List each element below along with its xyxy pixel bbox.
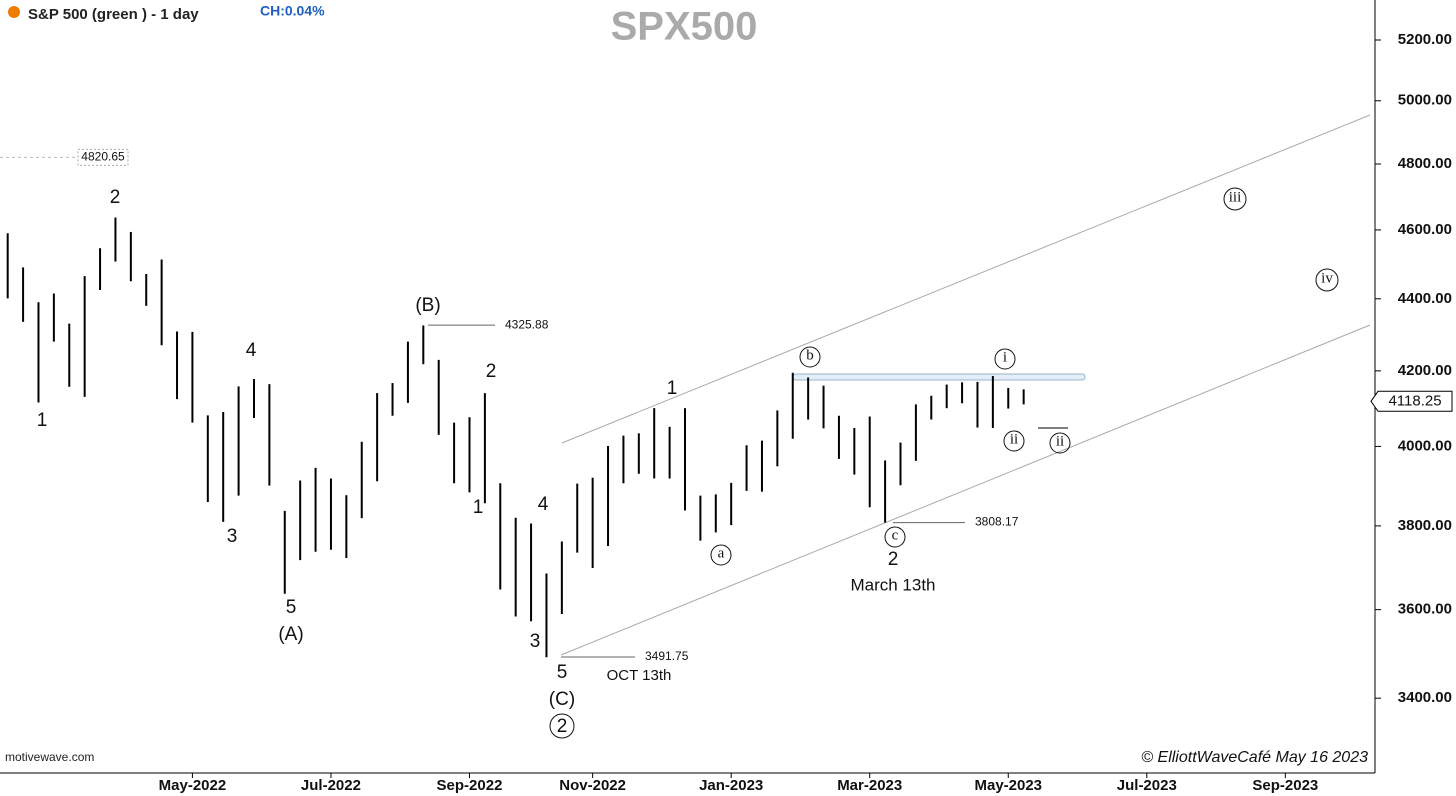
x-tick-label: Sep-2022 [437, 777, 503, 794]
wave-label: ii [1056, 433, 1064, 449]
y-tick-label: 3600.00 [1398, 601, 1452, 618]
y-tick-label: 3400.00 [1398, 689, 1452, 706]
wave-label: (B) [415, 295, 440, 316]
change: CH:0.04% [260, 3, 325, 19]
level-box [77, 148, 129, 166]
label-circle [799, 346, 821, 368]
channel-upper [561, 114, 1371, 444]
wave-label: iv [1321, 270, 1333, 286]
y-tick-label: 4400.00 [1398, 290, 1452, 307]
wave-label: 5 [286, 597, 297, 618]
date-note: OCT 13th [607, 667, 672, 684]
y-tick-label: 4600.00 [1398, 221, 1452, 238]
wave-label: (C) [549, 689, 575, 710]
y-tick-label: 3800.00 [1398, 517, 1452, 534]
level-label: 4820.65 [81, 150, 125, 164]
wave-label: 2 [486, 361, 497, 382]
y-tick-label: 4200.00 [1398, 362, 1452, 379]
label-circle [884, 526, 906, 548]
x-tick-label: Jul-2022 [301, 777, 361, 794]
wave-label: 3 [227, 526, 238, 547]
chart-title: S&P 500 (green ) - 1 day [28, 6, 199, 23]
channel-lower [560, 324, 1371, 656]
y-tick-label: 5000.00 [1398, 92, 1452, 109]
wave-label: b [806, 347, 814, 363]
y-tick-label: 4000.00 [1398, 437, 1452, 454]
y-tick-label: 5200.00 [1398, 31, 1452, 48]
label-circle [1315, 268, 1339, 292]
credit: © ElliottWaveCafé May 16 2023 [1141, 749, 1368, 766]
x-tick-label: Jul-2023 [1117, 777, 1177, 794]
level-label: 3491.75 [645, 649, 689, 663]
wave-label: i [1003, 349, 1007, 365]
wave-label: iii [1229, 189, 1242, 205]
wave-label: 1 [473, 497, 484, 518]
date-note: March 13th [850, 575, 935, 594]
x-tick-label: Nov-2022 [559, 777, 626, 794]
source: motivewave.com [5, 750, 94, 764]
wave-label: a [718, 545, 725, 561]
series-dot [8, 6, 20, 18]
label-circle [1003, 430, 1025, 452]
wave-label: 1 [667, 378, 678, 399]
label-circle [549, 713, 575, 739]
x-tick-label: Mar-2023 [837, 777, 902, 794]
wave-label: 4 [246, 340, 257, 361]
wave-label: 3 [530, 631, 541, 652]
label-circle [710, 544, 732, 566]
y-tick-label: 4800.00 [1398, 155, 1452, 172]
wave-labels: 2 1 4 3 5 (A) (B) 2 1 4 3 5 (C) 2 1 a b … [37, 187, 1339, 739]
last-price-box [1370, 390, 1453, 412]
wave-label: ii [1010, 431, 1018, 447]
wave-label: 2 [888, 549, 899, 570]
watermark: SPX500 [611, 5, 758, 49]
wave-label: 2 [110, 187, 121, 208]
level-label: 4325.88 [505, 317, 549, 331]
label-circle [994, 348, 1016, 370]
label-circle [1049, 432, 1071, 454]
wave-label: 4 [538, 494, 549, 515]
label-circle [1223, 187, 1247, 211]
wave-label: c [892, 527, 899, 543]
x-tick-label: Jan-2023 [699, 777, 763, 794]
wave-label: (A) [278, 624, 303, 645]
wave-label: 1 [37, 410, 48, 431]
x-tick-label: Sep-2023 [1252, 777, 1318, 794]
level-label: 3808.17 [975, 515, 1019, 529]
last-price-label: 4118.25 [1388, 392, 1441, 409]
resistance-band [792, 373, 1086, 381]
x-tick-label: May-2023 [974, 777, 1042, 794]
wave-label: 2 [557, 716, 568, 737]
x-tick-label: May-2022 [159, 777, 227, 794]
wave-label: 5 [557, 662, 568, 683]
